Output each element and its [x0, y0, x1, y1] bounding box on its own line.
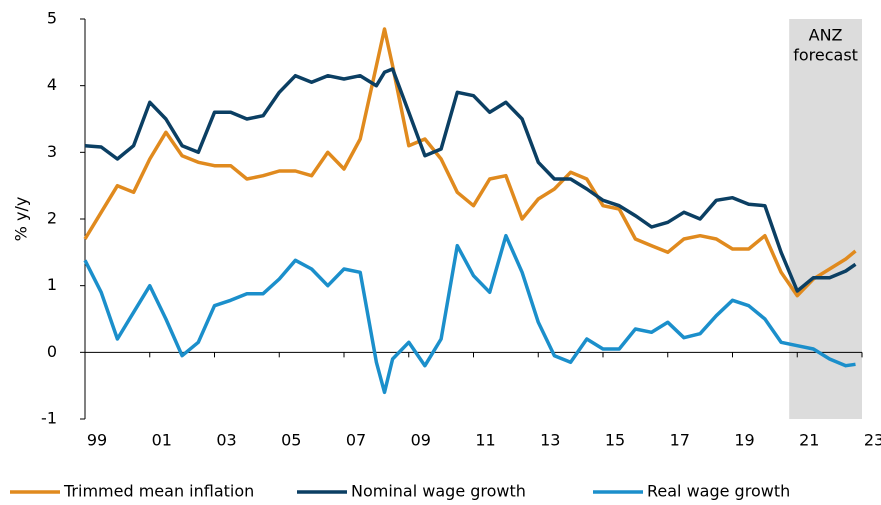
y-tick-label: 3 — [47, 142, 57, 161]
series-line — [84, 67, 857, 293]
x-tick-label: 11 — [475, 431, 495, 450]
x-tick-label: 01 — [152, 431, 172, 450]
y-tick-label: 2 — [47, 209, 57, 228]
series-line — [83, 233, 856, 395]
x-tick-label: 21 — [799, 431, 819, 450]
y-tick-label: 4 — [47, 75, 57, 94]
y-tick-label: 5 — [47, 9, 57, 28]
forecast-label: ANZ — [809, 26, 843, 45]
x-tick-label: 19 — [734, 431, 754, 450]
y-tick-label: 1 — [47, 275, 57, 294]
y-axis-label: % y/y — [12, 197, 31, 242]
x-tick-label: 13 — [540, 431, 560, 450]
legend-label: Nominal wage growth — [351, 482, 526, 501]
series-line — [83, 27, 857, 298]
legend-label: Trimmed mean inflation — [63, 482, 254, 501]
x-tick-label: 07 — [346, 431, 366, 450]
x-tick-label: 15 — [605, 431, 625, 450]
x-tick-label: 05 — [281, 431, 301, 450]
x-tick-label: 99 — [87, 431, 107, 450]
forecast-region — [789, 19, 862, 419]
x-tick-label: 03 — [216, 431, 236, 450]
forecast-label: forecast — [793, 46, 858, 65]
y-tick-label: -1 — [41, 409, 57, 428]
x-tick-label: 09 — [411, 431, 431, 450]
legend-label: Real wage growth — [647, 482, 790, 501]
x-tick-label: 23 — [864, 431, 881, 450]
x-tick-label: 17 — [670, 431, 690, 450]
y-tick-label: 0 — [47, 342, 57, 361]
